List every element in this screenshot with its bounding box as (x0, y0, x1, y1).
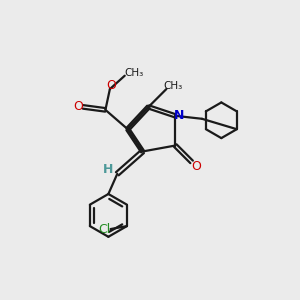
Text: O: O (73, 100, 83, 113)
Text: Cl: Cl (98, 223, 110, 236)
Text: H: H (103, 163, 114, 176)
Text: N: N (174, 109, 184, 122)
Text: O: O (191, 160, 201, 173)
Text: CH₃: CH₃ (163, 80, 182, 91)
Text: O: O (106, 79, 116, 92)
Text: CH₃: CH₃ (124, 68, 143, 78)
